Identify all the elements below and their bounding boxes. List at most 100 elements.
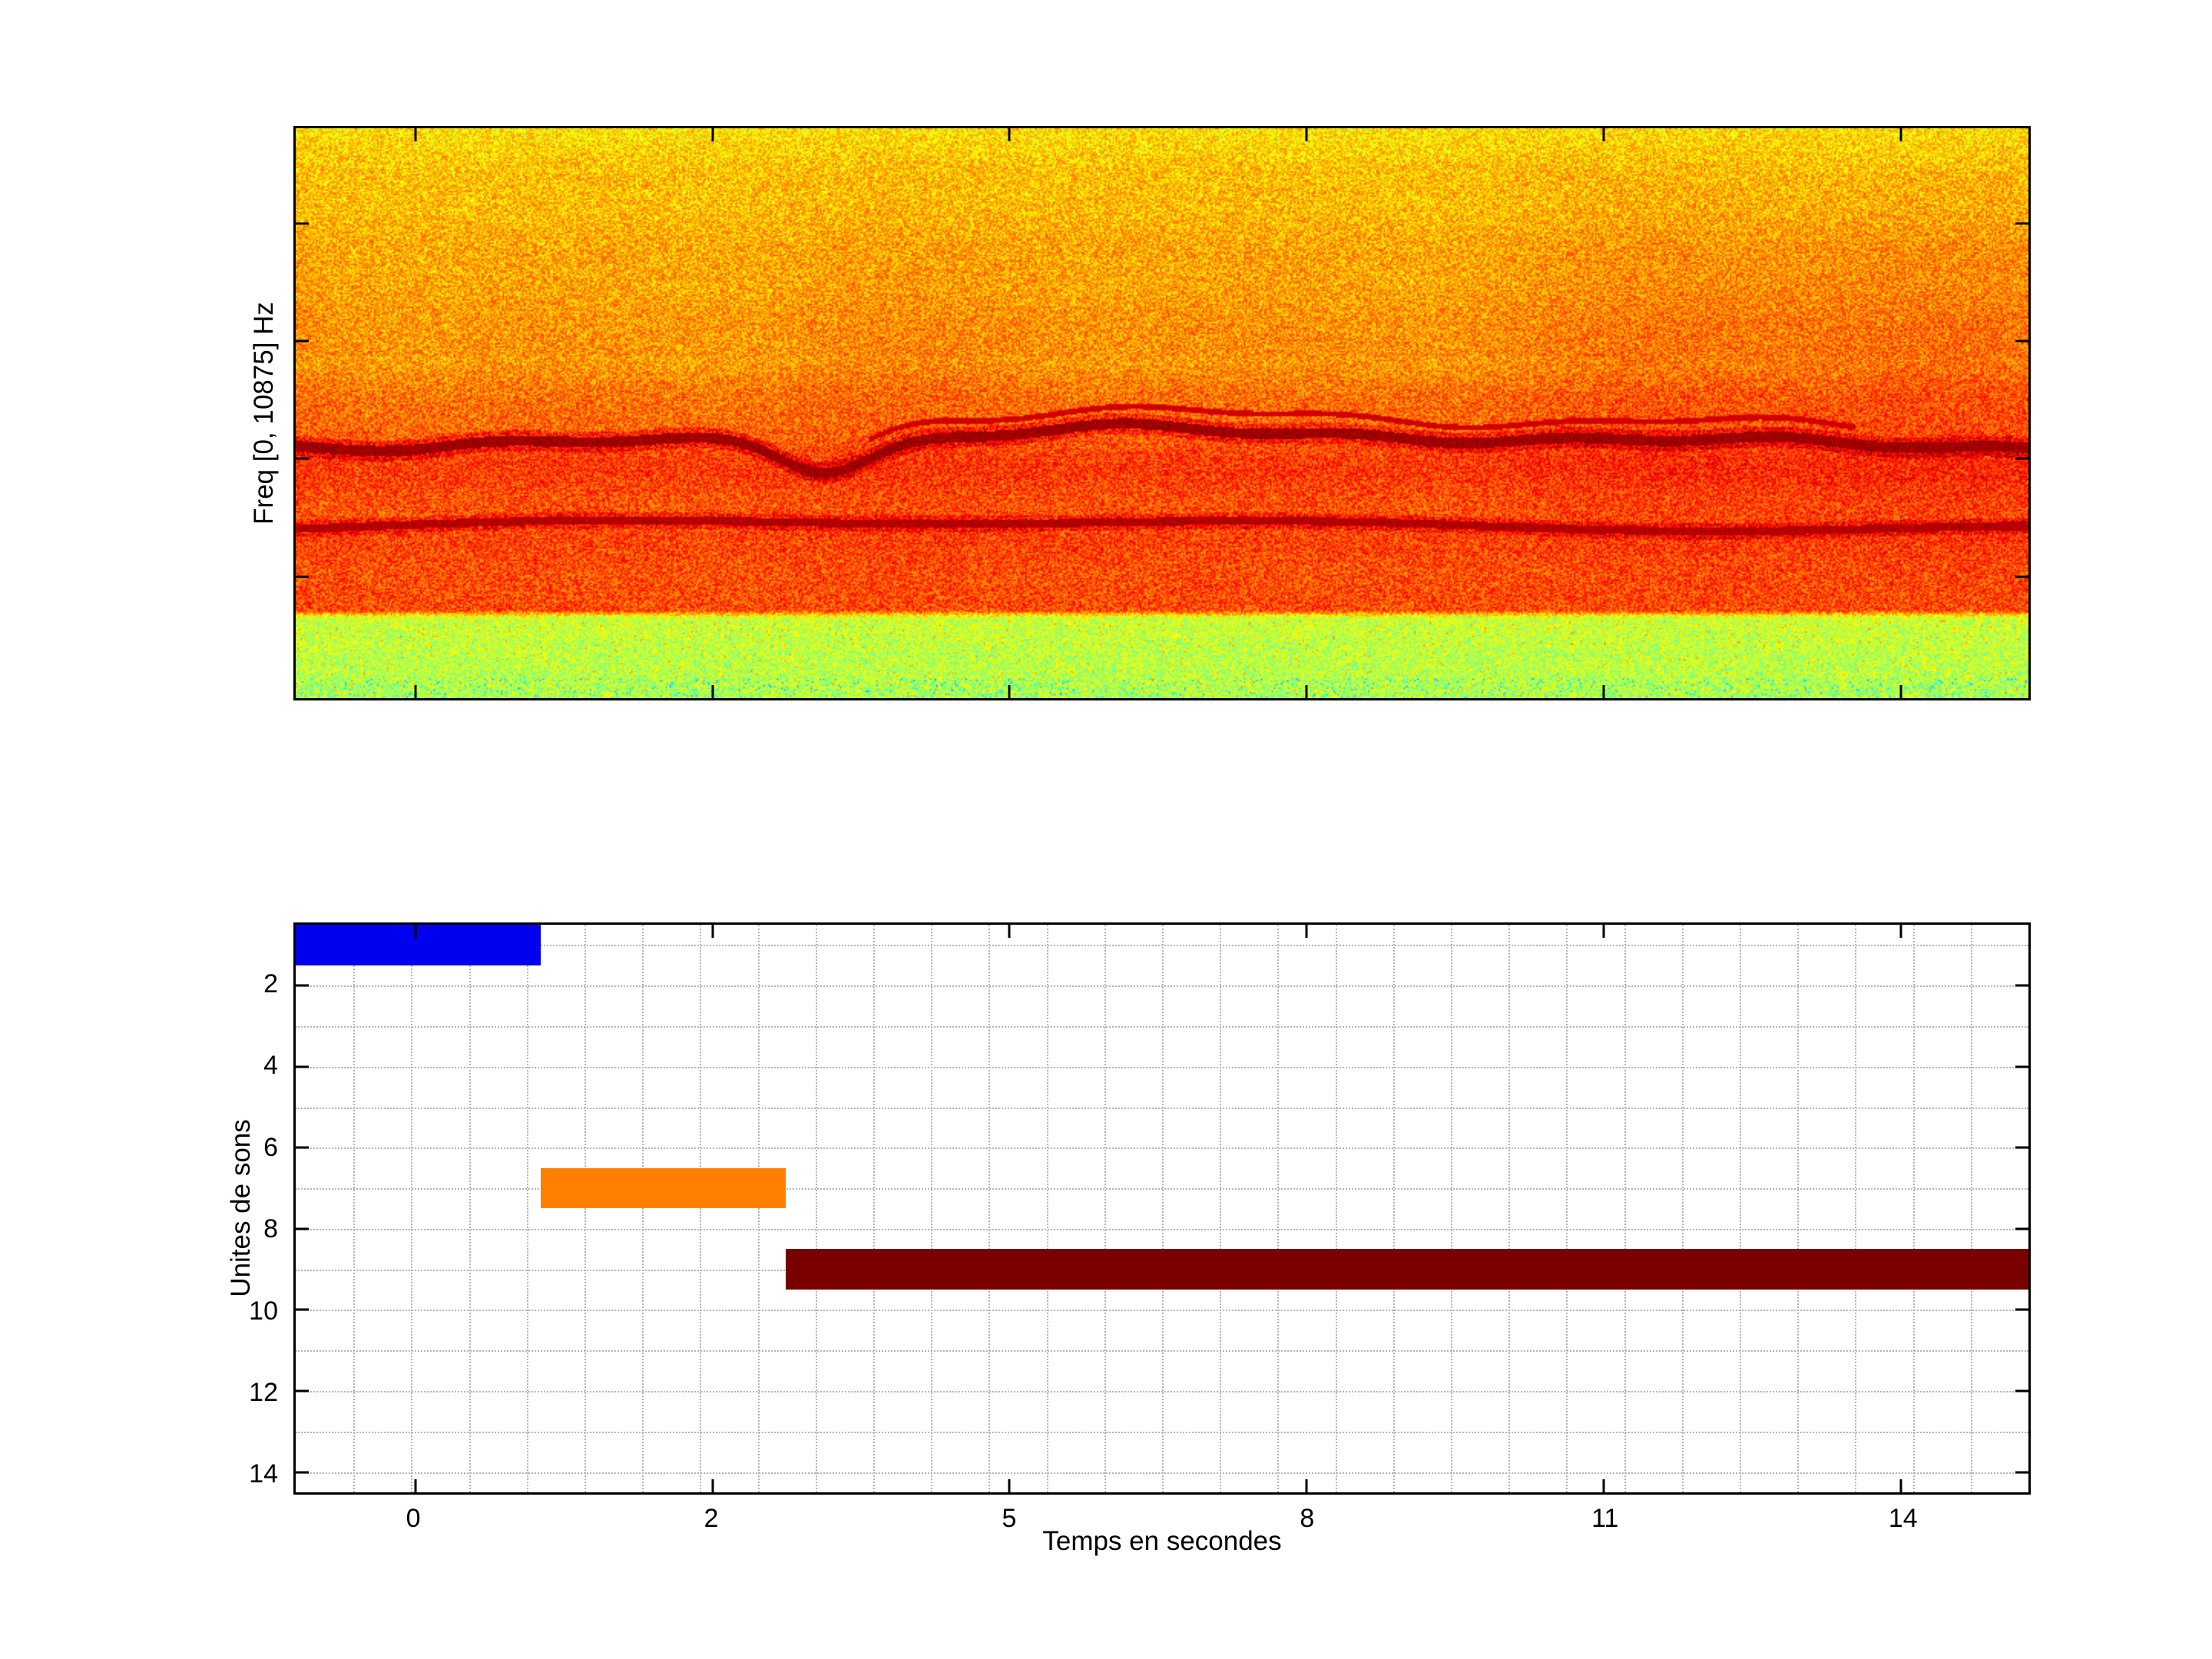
- grid-line-horizontal: [296, 1147, 2028, 1150]
- y-tick-mark: [296, 1471, 309, 1474]
- grid-line-horizontal: [296, 985, 2028, 988]
- grid-line-vertical: [757, 925, 760, 1492]
- grid-line-horizontal: [296, 1107, 2028, 1109]
- x-tick-mark: [711, 128, 714, 141]
- grid-line-vertical: [1104, 925, 1106, 1492]
- grid-line-vertical: [1046, 925, 1048, 1492]
- y-tick-label: 12: [249, 1377, 278, 1407]
- grid-line-vertical: [931, 925, 933, 1492]
- y-tick-mark: [296, 339, 309, 343]
- grid-line-horizontal: [296, 1188, 2028, 1190]
- grid-line-vertical: [1970, 925, 1972, 1492]
- grid-line-horizontal: [296, 1066, 2028, 1068]
- grid-line-horizontal: [296, 1025, 2028, 1028]
- y-tick-mark: [2015, 1227, 2028, 1230]
- x-tick-mark: [414, 925, 417, 938]
- x-tick-mark: [1602, 925, 1605, 938]
- grid-line-horizontal: [296, 1391, 2028, 1393]
- grid-line-vertical: [353, 925, 356, 1492]
- segment-1: [296, 925, 541, 965]
- segment-3: [786, 1249, 2028, 1290]
- y-tick-mark: [296, 984, 309, 987]
- grid-line-vertical: [584, 925, 586, 1492]
- x-tick-mark: [1008, 685, 1011, 698]
- grid-line-vertical: [411, 925, 413, 1492]
- x-tick-mark: [1008, 1479, 1011, 1492]
- grid-line-vertical: [1451, 925, 1452, 1492]
- x-tick-label: 2: [704, 1504, 719, 1533]
- y-tick-mark: [2015, 984, 2028, 987]
- y-tick-mark: [296, 1308, 309, 1311]
- x-tick-label: 11: [1591, 1504, 1619, 1533]
- spectrogram-image: [296, 128, 2028, 698]
- x-tick-label: 0: [406, 1504, 421, 1533]
- spectrogram-axes-overlay: [296, 128, 2028, 698]
- grid-line-horizontal: [296, 1472, 2028, 1474]
- x-tick-mark: [711, 925, 714, 938]
- y-tick-mark: [2015, 1389, 2028, 1392]
- y-tick-mark: [2015, 222, 2028, 225]
- grid-line-vertical: [526, 925, 528, 1492]
- grid-line-horizontal: [296, 1431, 2028, 1433]
- x-tick-mark: [414, 1479, 417, 1492]
- segment-2: [541, 1167, 786, 1209]
- x-tick-mark: [1602, 1479, 1605, 1492]
- grid-line-vertical: [1277, 925, 1280, 1492]
- spectrogram-ylabel: Freq [0, 10875] Hz: [249, 302, 279, 525]
- x-tick-mark: [414, 685, 417, 698]
- y-tick-label: 10: [249, 1296, 278, 1326]
- x-tick-mark: [1305, 925, 1308, 938]
- y-tick-mark: [296, 457, 309, 460]
- y-tick-mark: [2015, 339, 2028, 343]
- grid-line-vertical: [1797, 925, 1800, 1492]
- grid-line-horizontal: [296, 945, 2028, 947]
- x-tick-mark: [1899, 925, 1902, 938]
- x-tick-mark: [1305, 128, 1308, 141]
- x-tick-mark: [1305, 1479, 1308, 1492]
- grid-line-horizontal: [296, 1228, 2028, 1230]
- y-tick-mark: [296, 1146, 309, 1149]
- grid-line-vertical: [1566, 925, 1568, 1492]
- grid-line-vertical: [1392, 925, 1395, 1492]
- y-tick-mark: [2015, 1308, 2028, 1311]
- y-tick-mark: [2015, 1146, 2028, 1149]
- x-tick-label: 14: [1888, 1504, 1918, 1533]
- x-tick-mark: [414, 128, 417, 141]
- grid-line-vertical: [815, 925, 817, 1492]
- grid-line-horizontal: [296, 1350, 2028, 1353]
- x-tick-mark: [1008, 925, 1011, 938]
- x-tick-mark: [1899, 128, 1902, 141]
- x-tick-mark: [711, 1479, 714, 1492]
- grid-line-vertical: [1740, 925, 1741, 1492]
- x-tick-mark: [1305, 685, 1308, 698]
- x-tick-mark: [1602, 685, 1605, 698]
- y-tick-mark: [2015, 1471, 2028, 1474]
- grid-line-vertical: [1855, 925, 1857, 1492]
- grid-line-vertical: [1912, 925, 1915, 1492]
- grid-line-vertical: [469, 925, 471, 1492]
- grid-line-vertical: [1624, 925, 1626, 1492]
- spectrogram-plot: [293, 126, 2031, 700]
- grid-line-vertical: [642, 925, 644, 1492]
- grid-line-vertical: [988, 925, 991, 1492]
- x-tick-label: 8: [1300, 1504, 1315, 1533]
- x-tick-mark: [1899, 1479, 1902, 1492]
- segmentation-plot-area: [296, 925, 2028, 1492]
- y-tick-mark: [296, 1227, 309, 1230]
- y-tick-mark: [296, 575, 309, 578]
- x-tick-mark: [1602, 128, 1605, 141]
- y-tick-mark: [2015, 1065, 2028, 1068]
- grid-line-vertical: [1220, 925, 1222, 1492]
- grid-line-vertical: [1162, 925, 1164, 1492]
- y-tick-mark: [2015, 457, 2028, 460]
- y-tick-label: 6: [263, 1132, 278, 1162]
- y-tick-label: 14: [249, 1459, 278, 1489]
- segmentation-xlabel: Temps en secondes: [1042, 1526, 1282, 1556]
- y-tick-mark: [2015, 575, 2028, 578]
- x-tick-mark: [1899, 685, 1902, 698]
- x-tick-mark: [711, 685, 714, 698]
- y-tick-mark: [296, 1065, 309, 1068]
- segmentation-plot: [293, 922, 2031, 1495]
- x-tick-label: 5: [1002, 1504, 1017, 1533]
